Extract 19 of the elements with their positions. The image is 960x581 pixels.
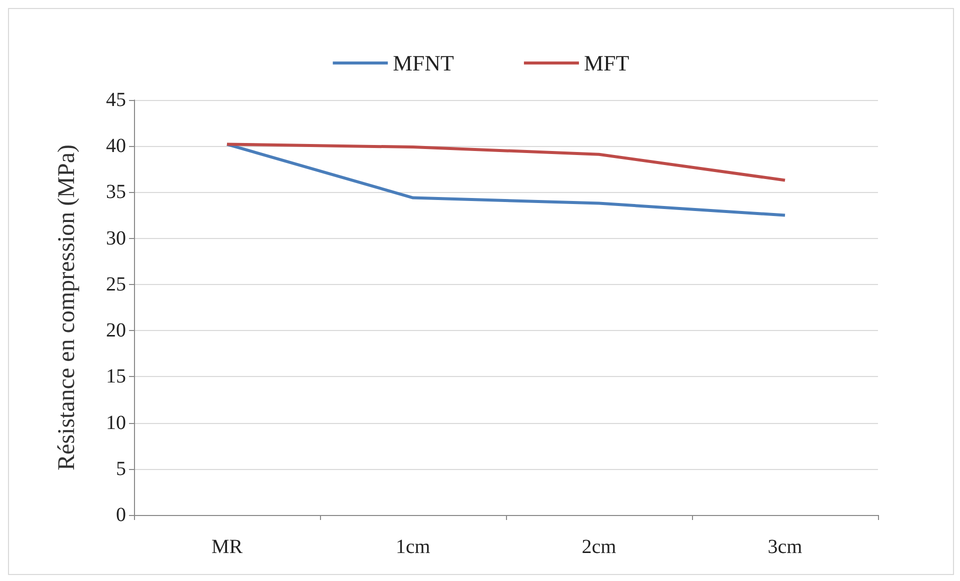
y-tick-label: 5 <box>116 458 126 480</box>
y-tick-label: 20 <box>106 320 126 342</box>
x-tick-label: 1cm <box>396 536 431 558</box>
line-series <box>226 142 786 217</box>
y-tick-label: 25 <box>106 273 126 296</box>
legend-label: MFT <box>584 50 630 76</box>
y-tick-label: 15 <box>106 366 126 388</box>
x-tick-label: 3cm <box>768 536 803 558</box>
y-tick-label: 0 <box>116 504 126 526</box>
y-tick-label: 30 <box>106 227 126 250</box>
line-series <box>226 142 786 182</box>
legend-label: MFNT <box>392 50 455 76</box>
y-tick-label: 35 <box>106 181 126 204</box>
x-tick-label: 2cm <box>582 536 617 558</box>
y-axis-title: Résistance en compression (MPa) <box>54 144 80 470</box>
y-tick-label: 45 <box>106 89 126 111</box>
x-tick-label: MR <box>211 536 244 558</box>
y-tick-label: 10 <box>106 412 126 434</box>
y-tick-label: 40 <box>106 135 126 158</box>
